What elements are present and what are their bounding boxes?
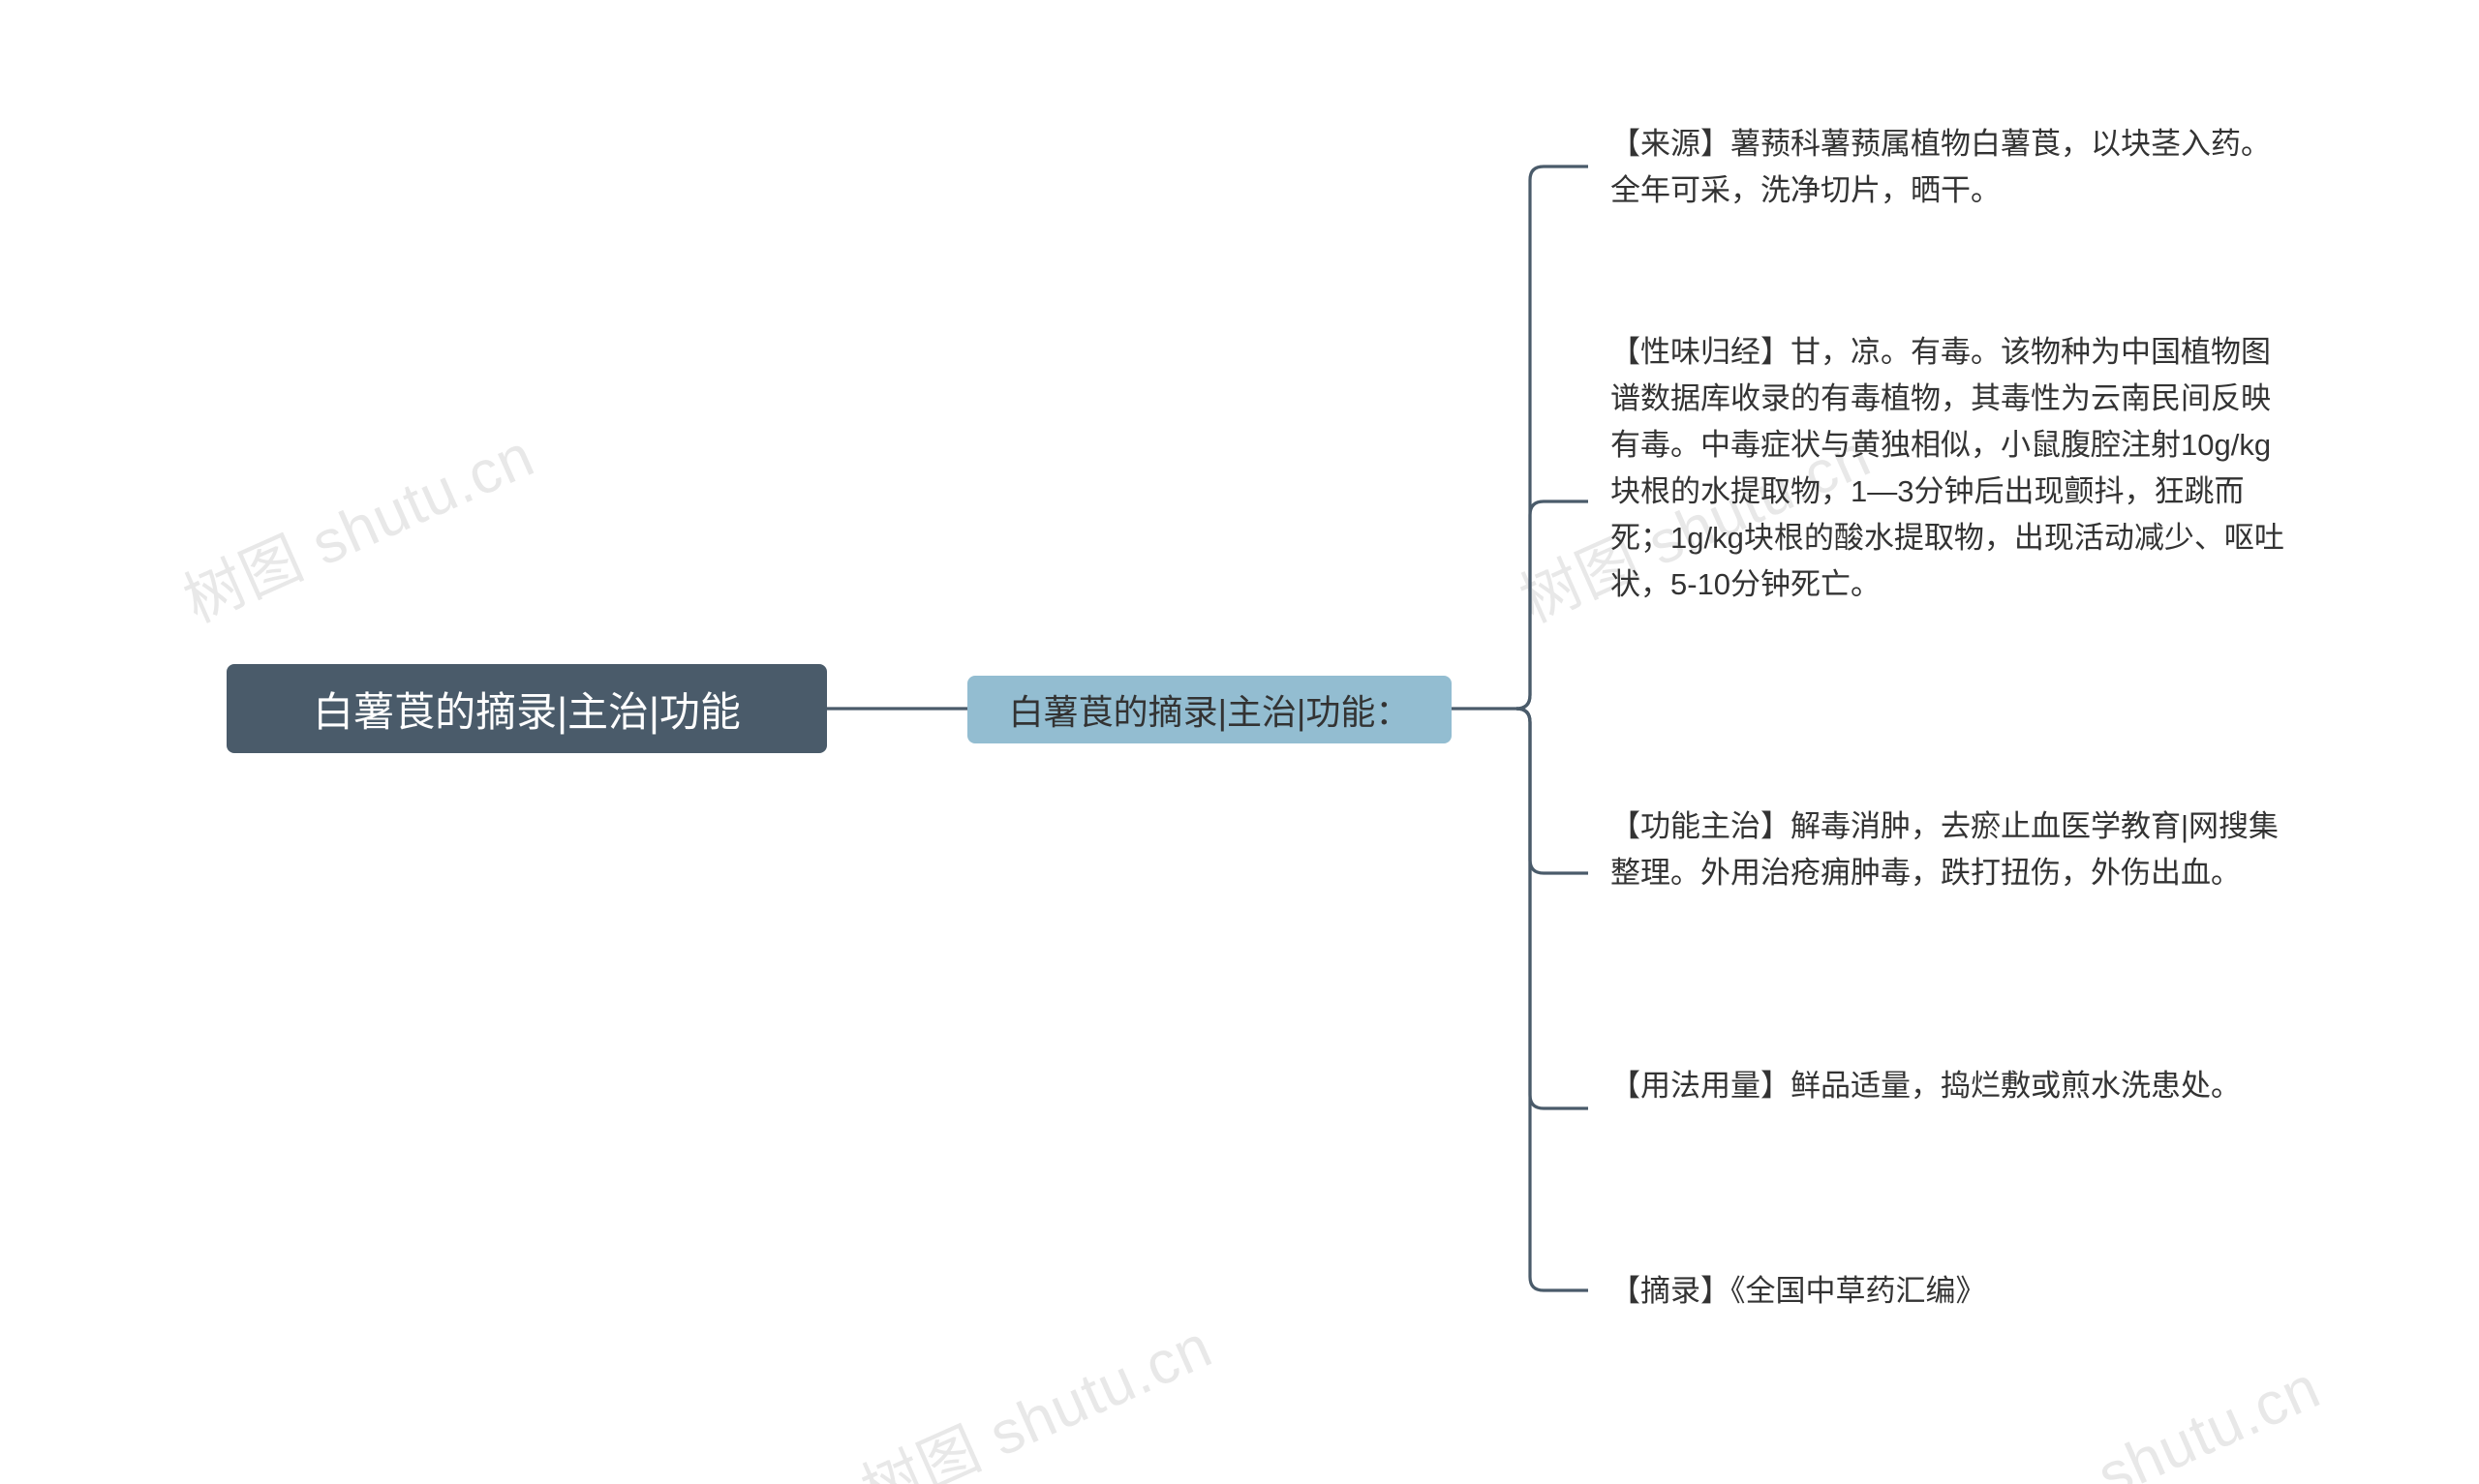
watermark: 树图 shutu.cn [845, 1298, 1223, 1484]
watermark: 树图 shutu.cn [168, 408, 545, 639]
leaf-source: 【来源】薯蓣科薯蓣属植物白薯莨，以块茎入药。全年可采，洗净切片，晒干。 [1610, 121, 2288, 214]
mindmap-canvas: 树图 shutu.cn 树图 shutu.cn 树图 shutu.cn shut… [0, 0, 2479, 1484]
leaf-nature: 【性味归经】甘，凉。有毒。该物种为中国植物图谱数据库收录的有毒植物，其毒性为云南… [1610, 329, 2288, 608]
level1-node: 白薯莨的摘录|主治|功能： [967, 676, 1452, 743]
root-node: 白薯莨的摘录|主治|功能 [227, 664, 827, 753]
leaf-function: 【功能主治】解毒消肿，去瘀止血医学教育|网搜集整理。外用治疮痈肿毒，跌打扭伤，外… [1610, 803, 2288, 896]
watermark: shutu.cn [2088, 1353, 2330, 1484]
leaf-excerpt: 【摘录】《全国中草药汇编》 [1610, 1268, 1986, 1315]
leaf-usage: 【用法用量】鲜品适量，捣烂敷或煎水洗患处。 [1610, 1063, 2241, 1109]
